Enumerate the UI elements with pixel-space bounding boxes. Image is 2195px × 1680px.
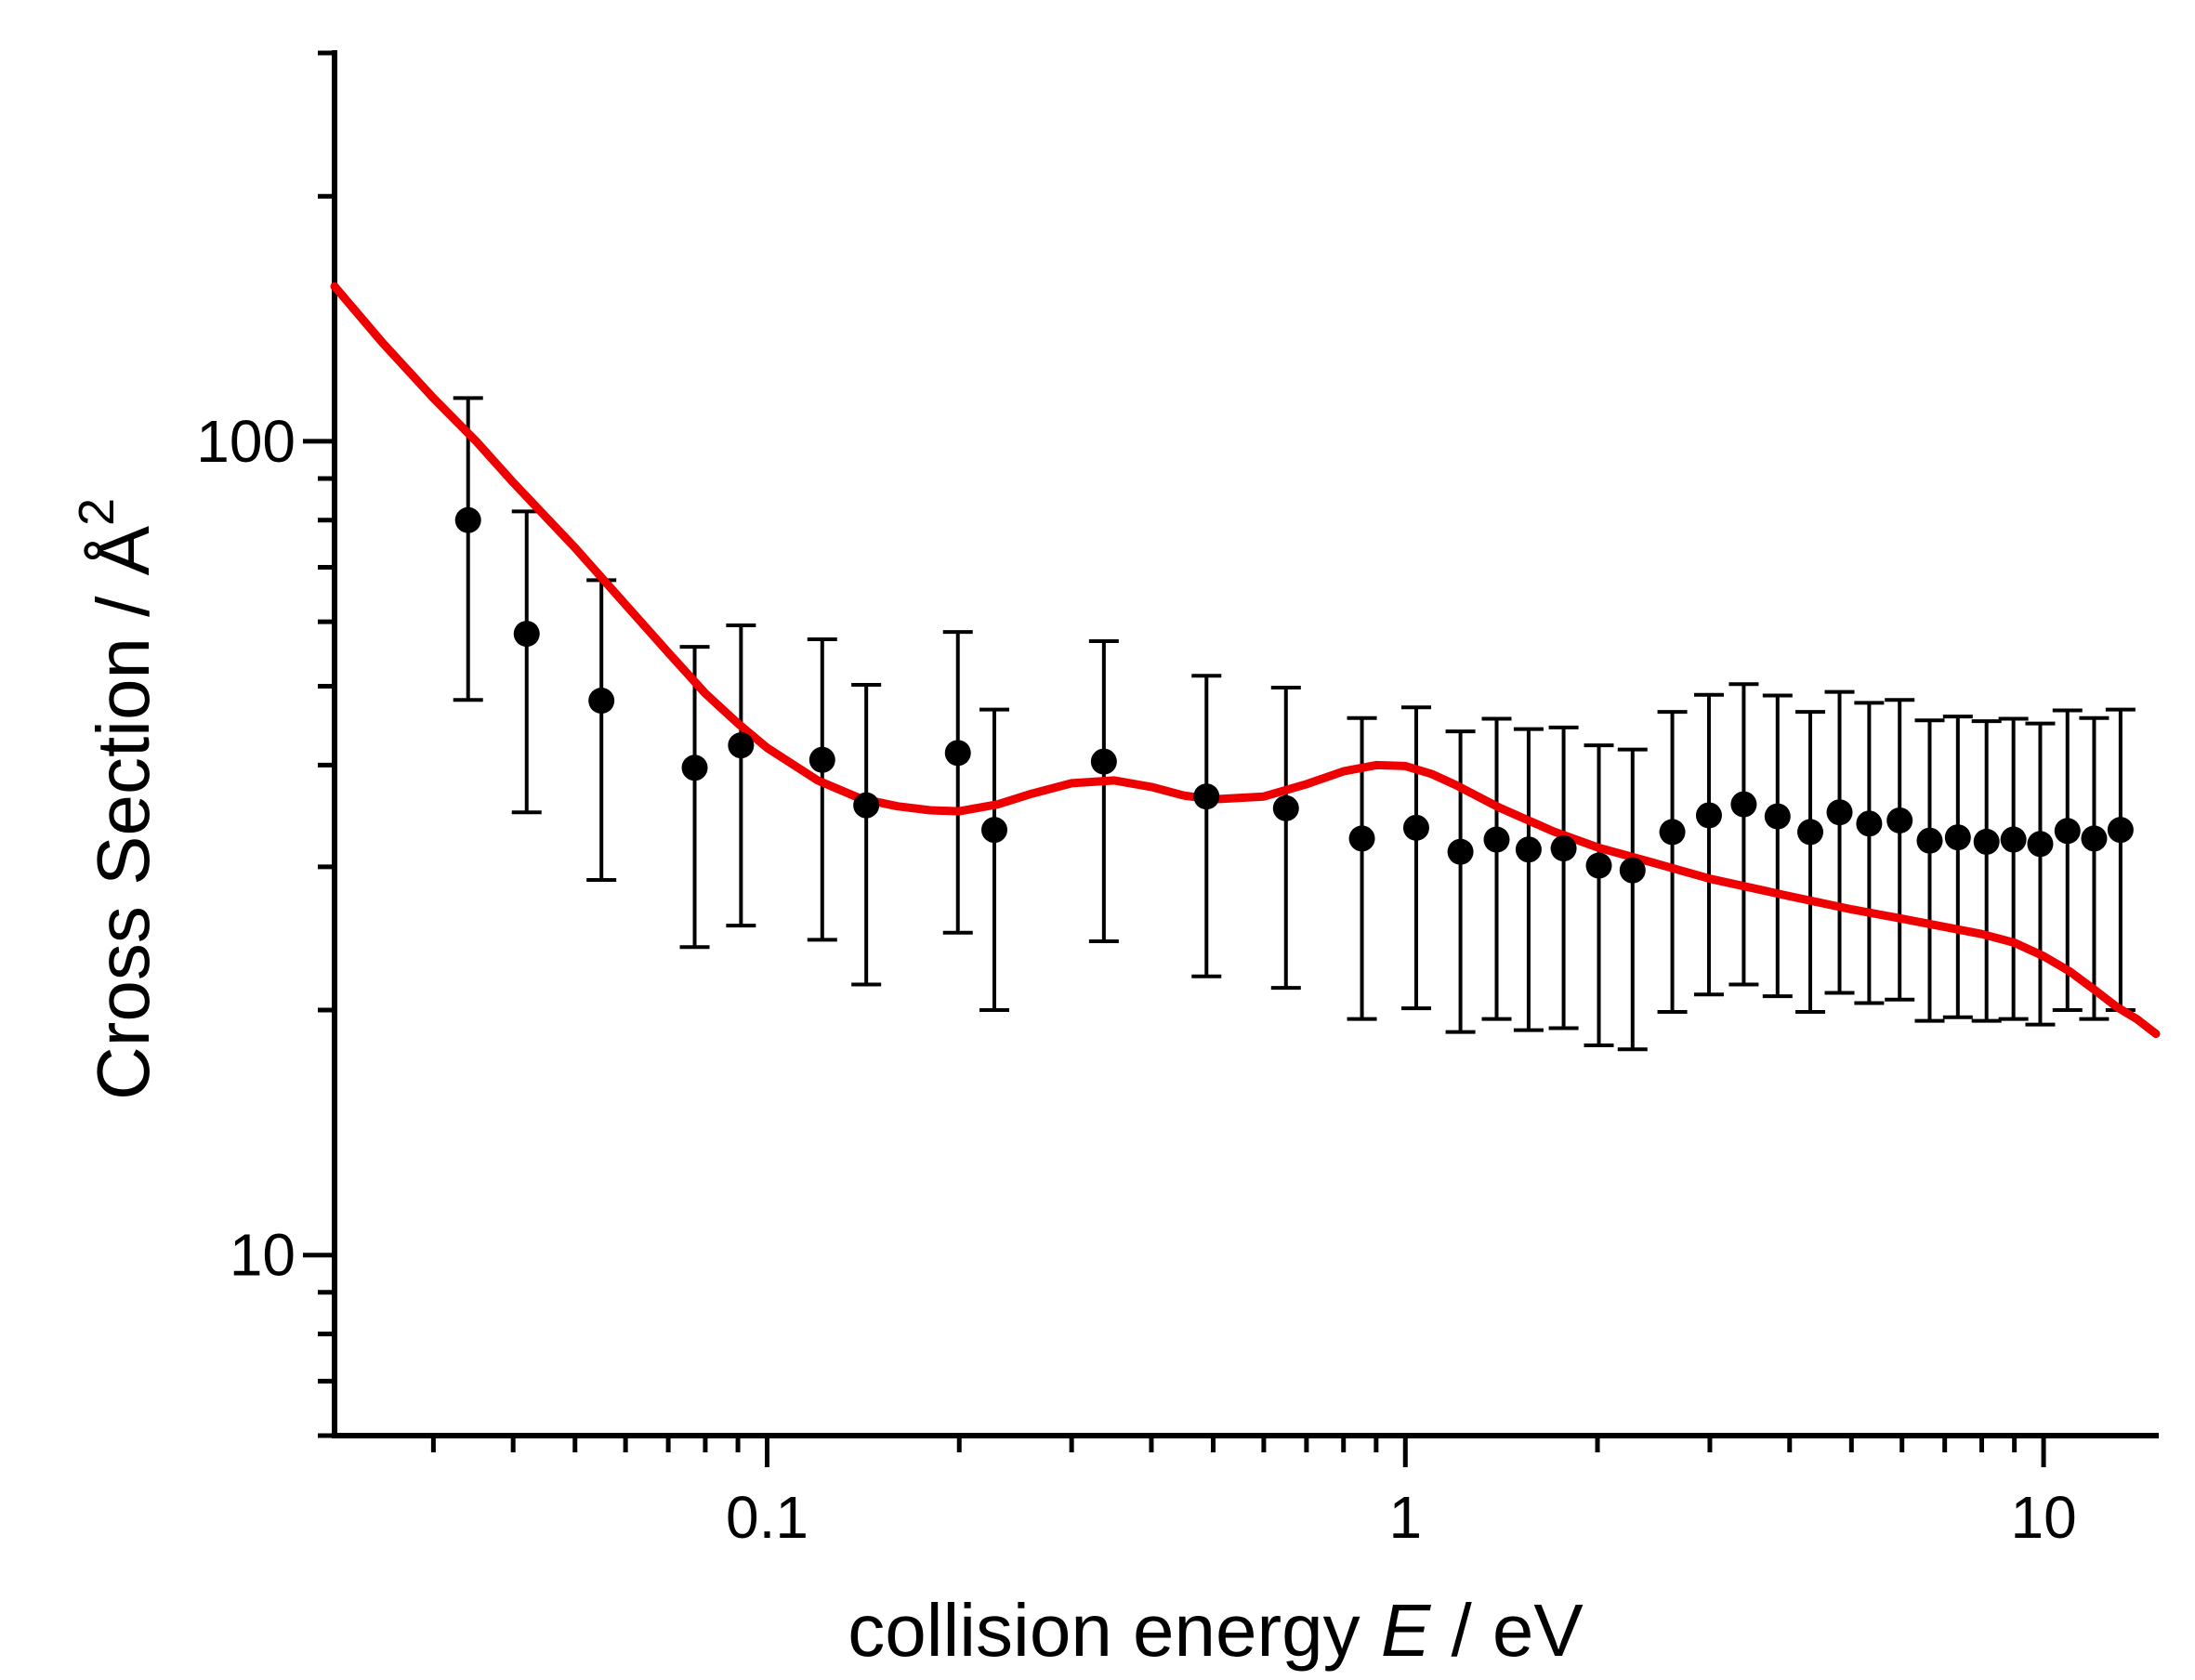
data-point bbox=[588, 688, 615, 715]
data-point bbox=[1916, 827, 1943, 854]
data-point bbox=[808, 746, 835, 773]
y-axis-title: Cross Section / Å2 bbox=[69, 498, 164, 1100]
data-point bbox=[853, 792, 880, 819]
data-point bbox=[1447, 838, 1474, 865]
data-point bbox=[1515, 836, 1542, 863]
data-point bbox=[513, 621, 540, 648]
data-point bbox=[944, 740, 971, 767]
data-point bbox=[1886, 807, 1913, 833]
data-point bbox=[2107, 817, 2134, 844]
data-point bbox=[981, 817, 1008, 844]
data-point bbox=[1973, 828, 2000, 855]
data-point bbox=[1695, 802, 1722, 829]
data-point bbox=[1659, 819, 1686, 846]
data-point bbox=[728, 732, 755, 759]
data-point bbox=[1764, 803, 1791, 830]
data-point bbox=[1730, 791, 1757, 818]
data-point bbox=[1090, 748, 1117, 775]
x-tick-label: 1 bbox=[1388, 1484, 1422, 1551]
data-point bbox=[1193, 783, 1220, 810]
x-axis-title-unit: / eV bbox=[1430, 1589, 1584, 1672]
theory-curve bbox=[330, 282, 2161, 1039]
x-axis-title-part: collision energy bbox=[848, 1589, 1381, 1672]
data-point bbox=[2081, 825, 2108, 852]
data-point bbox=[1585, 852, 1612, 879]
y-axis-title-superscript: 2 bbox=[69, 498, 125, 526]
data-point bbox=[2027, 831, 2054, 858]
data-point bbox=[2054, 818, 2081, 845]
data-points bbox=[454, 506, 2134, 884]
data-point bbox=[1856, 810, 1883, 837]
x-axis-title: collision energy E / eV bbox=[848, 1589, 1584, 1672]
x-axis-title-symbol: E bbox=[1381, 1589, 1432, 1672]
data-point bbox=[1797, 819, 1824, 846]
data-point bbox=[1826, 799, 1853, 826]
data-point bbox=[1348, 825, 1375, 852]
data-point bbox=[1272, 794, 1299, 821]
data-point bbox=[454, 506, 481, 533]
axis-ticks bbox=[303, 50, 2046, 1467]
data-point bbox=[1944, 824, 1971, 851]
data-point bbox=[2000, 826, 2027, 853]
axes bbox=[332, 50, 2159, 1438]
error-bars bbox=[453, 396, 2136, 1052]
data-point bbox=[1483, 826, 1510, 853]
x-tick-label: 0.1 bbox=[726, 1484, 808, 1551]
y-axis-title-text: Cross Section / Å bbox=[82, 525, 164, 1100]
theory-curve-group bbox=[330, 282, 2161, 1039]
x-tick-label: 10 bbox=[2010, 1484, 2076, 1551]
y-tick-label: 100 bbox=[196, 408, 296, 475]
data-point bbox=[1402, 814, 1429, 841]
data-point bbox=[681, 755, 708, 781]
data-point bbox=[1550, 835, 1577, 862]
y-tick-label: 10 bbox=[230, 1222, 296, 1289]
data-point bbox=[1619, 857, 1646, 884]
tick-labels: 0.1 1 10 10 100 bbox=[196, 408, 2076, 1551]
